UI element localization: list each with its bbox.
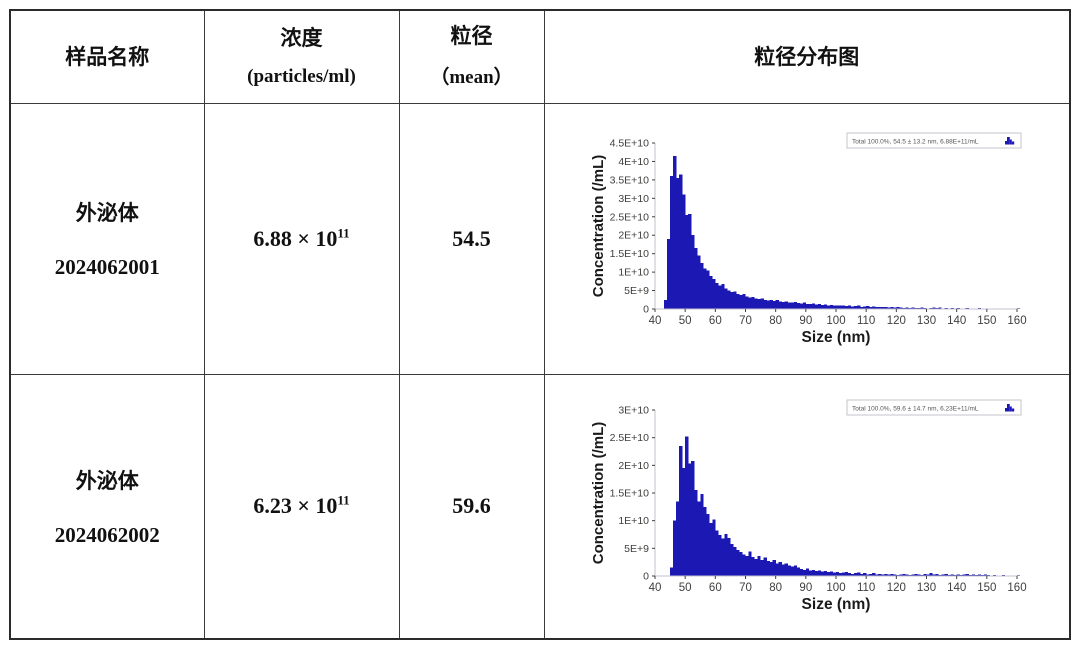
header-sample-label: 样品名称: [65, 44, 150, 69]
sample-2-concentration-cell: 6.23 × 1011: [203, 373, 400, 640]
svg-text:5E+9: 5E+9: [624, 285, 649, 297]
svg-text:4.5E+10: 4.5E+10: [609, 137, 649, 149]
svg-text:5E+9: 5E+9: [624, 543, 649, 555]
header-size-label: 粒径: [450, 24, 493, 49]
y-axis-label: Concentration (/mL): [590, 154, 607, 297]
size-distribution-chart-2: 0 5E+9 1E+10 1.5E+10 2E+10 2.5E+10 3E+10 40 50 60…: [589, 398, 1031, 614]
sample-1-name-cell: 外泌体 2024062001: [9, 102, 205, 375]
svg-text:120: 120: [886, 315, 905, 327]
svg-text:50: 50: [678, 315, 691, 327]
sample-2-distribution-cell: 0 5E+9 1E+10 1.5E+10 2E+10 2.5E+10 3E+10 40 50 60…: [543, 373, 1071, 640]
svg-text:Total 100.0%, 54.5 ± 13.2 nm: Total 100.0%, 54.5 ± 13.2 nm, 6.88E+11/m…: [852, 138, 979, 145]
svg-text:120: 120: [886, 582, 905, 594]
x-axis-ticks: 40 50 60 70 80 90 100 110 120 130 140 150 160: [648, 308, 1026, 327]
y-axis-label: Concentration (/mL): [590, 422, 607, 565]
sample-2-concentration-exponent: 11: [337, 493, 350, 509]
svg-text:1.5E+10: 1.5E+10: [609, 248, 649, 260]
svg-text:0: 0: [643, 303, 649, 315]
svg-text:80: 80: [769, 582, 782, 594]
sample-1-concentration: 6.88 × 1011: [253, 225, 350, 251]
sample-1-distribution-cell: 0 5E+9 1E+10 1.5E+10 2E+10 2.5E+10 3E+10 3.5E+1…: [543, 102, 1071, 375]
size-distribution-chart-1: 0 5E+9 1E+10 1.5E+10 2E+10 2.5E+10 3E+10 3.5E+1…: [589, 131, 1031, 347]
svg-text:140: 140: [947, 582, 966, 594]
svg-text:110: 110: [856, 315, 874, 327]
svg-text:70: 70: [739, 582, 752, 594]
svg-text:90: 90: [799, 315, 812, 327]
svg-text:3E+10: 3E+10: [618, 405, 649, 417]
svg-text:Total 100.0%, 59.6 ± 14.7 nm: Total 100.0%, 59.6 ± 14.7 nm, 6.23E+11/m…: [852, 406, 979, 413]
svg-text:3E+10: 3E+10: [618, 192, 649, 204]
svg-text:2E+10: 2E+10: [618, 229, 649, 241]
x-axis-label: Size (nm): [801, 596, 870, 613]
x-axis-ticks: 40 50 60 70 80 90 100 110 120 130 140 150 160: [648, 576, 1026, 594]
distribution-plot: 0 5E+9 1E+10 1.5E+10 2E+10 2.5E+10 3E+10 3.5E+1…: [590, 132, 1026, 346]
svg-text:1.5E+10: 1.5E+10: [609, 488, 649, 500]
sample-1-name: 外泌体: [75, 201, 139, 225]
svg-text:1E+10: 1E+10: [618, 266, 649, 278]
y-axis-ticks: 0 5E+9 1E+10 1.5E+10 2E+10 2.5E+10 3E+10: [609, 405, 655, 583]
sample-2-concentration: 6.23 × 1011: [253, 493, 350, 519]
svg-text:100: 100: [826, 315, 845, 327]
svg-text:40: 40: [648, 315, 661, 327]
svg-text:160: 160: [1007, 582, 1026, 594]
svg-text:2.5E+10: 2.5E+10: [609, 432, 649, 444]
svg-text:130: 130: [916, 315, 935, 327]
svg-text:80: 80: [769, 315, 782, 327]
histogram-bars: [669, 436, 1020, 577]
svg-text:50: 50: [678, 582, 691, 594]
y-axis-ticks: 0 5E+9 1E+10 1.5E+10 2E+10 2.5E+10 3E+10 3.5E+1…: [609, 137, 655, 315]
sample-2-name: 外泌体: [75, 468, 139, 493]
col-header-size: 粒径 （mean）: [398, 9, 545, 104]
legend: Total 100.0%, 54.5 ± 13.2 nm, 6.88E+11/m…: [846, 132, 1021, 148]
header-size-mean: （mean）: [430, 67, 513, 89]
svg-text:4E+10: 4E+10: [618, 155, 649, 167]
sample-1-concentration-cell: 6.88 × 1011: [203, 102, 400, 375]
sample-2-id: 2024062002: [54, 522, 160, 547]
nta-results-table: 样品名称 浓度 (particles/ml) 粒径 （mean） 粒径分布图 外…: [9, 9, 1071, 640]
sample-1-id: 2024062001: [54, 255, 160, 279]
svg-text:150: 150: [977, 582, 996, 594]
sample-2-name-cell: 外泌体 2024062002: [9, 373, 205, 640]
x-axis-label: Size (nm): [801, 329, 870, 346]
legend-histogram-icon: [1004, 404, 1014, 412]
header-concentration-label: 浓度: [280, 25, 323, 50]
sample-1-mean-size: 54.5: [452, 225, 491, 251]
sample-2-mean-size-cell: 59.6: [398, 373, 545, 640]
svg-text:150: 150: [977, 315, 996, 327]
svg-text:100: 100: [826, 582, 845, 594]
distribution-plot: 0 5E+9 1E+10 1.5E+10 2E+10 2.5E+10 3E+10 40 50 60…: [590, 399, 1026, 613]
table-row-sample-1: 外泌体 2024062001 6.88 × 1011 54.5 0 5E+9 1E+…: [9, 102, 1071, 375]
header-distribution-label: 粒径分布图: [754, 44, 860, 69]
legend-histogram-icon: [1004, 136, 1014, 144]
sample-2-mean-size: 59.6: [452, 493, 491, 519]
svg-text:2.5E+10: 2.5E+10: [609, 211, 649, 223]
svg-text:130: 130: [916, 582, 935, 594]
svg-text:70: 70: [739, 315, 752, 327]
header-concentration-unit: (particles/ml): [247, 65, 356, 87]
svg-text:0: 0: [643, 571, 649, 583]
col-header-distribution: 粒径分布图: [543, 9, 1071, 104]
header-row: 样品名称 浓度 (particles/ml) 粒径 （mean） 粒径分布图: [9, 9, 1071, 104]
svg-text:90: 90: [799, 582, 812, 594]
svg-text:60: 60: [708, 315, 721, 327]
table-row-sample-2: 外泌体 2024062002 6.23 × 1011 59.6 0 5E+9 1E+…: [9, 373, 1071, 640]
svg-text:3.5E+10: 3.5E+10: [609, 174, 649, 186]
svg-text:2E+10: 2E+10: [618, 460, 649, 472]
svg-text:60: 60: [708, 582, 721, 594]
svg-text:160: 160: [1007, 315, 1026, 327]
col-header-sample-name: 样品名称: [9, 9, 205, 104]
svg-text:140: 140: [947, 315, 966, 327]
histogram-bars: [663, 155, 1020, 309]
col-header-concentration: 浓度 (particles/ml): [203, 9, 400, 104]
sample-1-concentration-exponent: 11: [337, 225, 350, 241]
svg-text:110: 110: [856, 582, 874, 594]
svg-text:40: 40: [648, 582, 661, 594]
svg-text:1E+10: 1E+10: [618, 515, 649, 527]
legend: Total 100.0%, 59.6 ± 14.7 nm, 6.23E+11/m…: [846, 399, 1021, 416]
sample-1-mean-size-cell: 54.5: [398, 102, 545, 375]
